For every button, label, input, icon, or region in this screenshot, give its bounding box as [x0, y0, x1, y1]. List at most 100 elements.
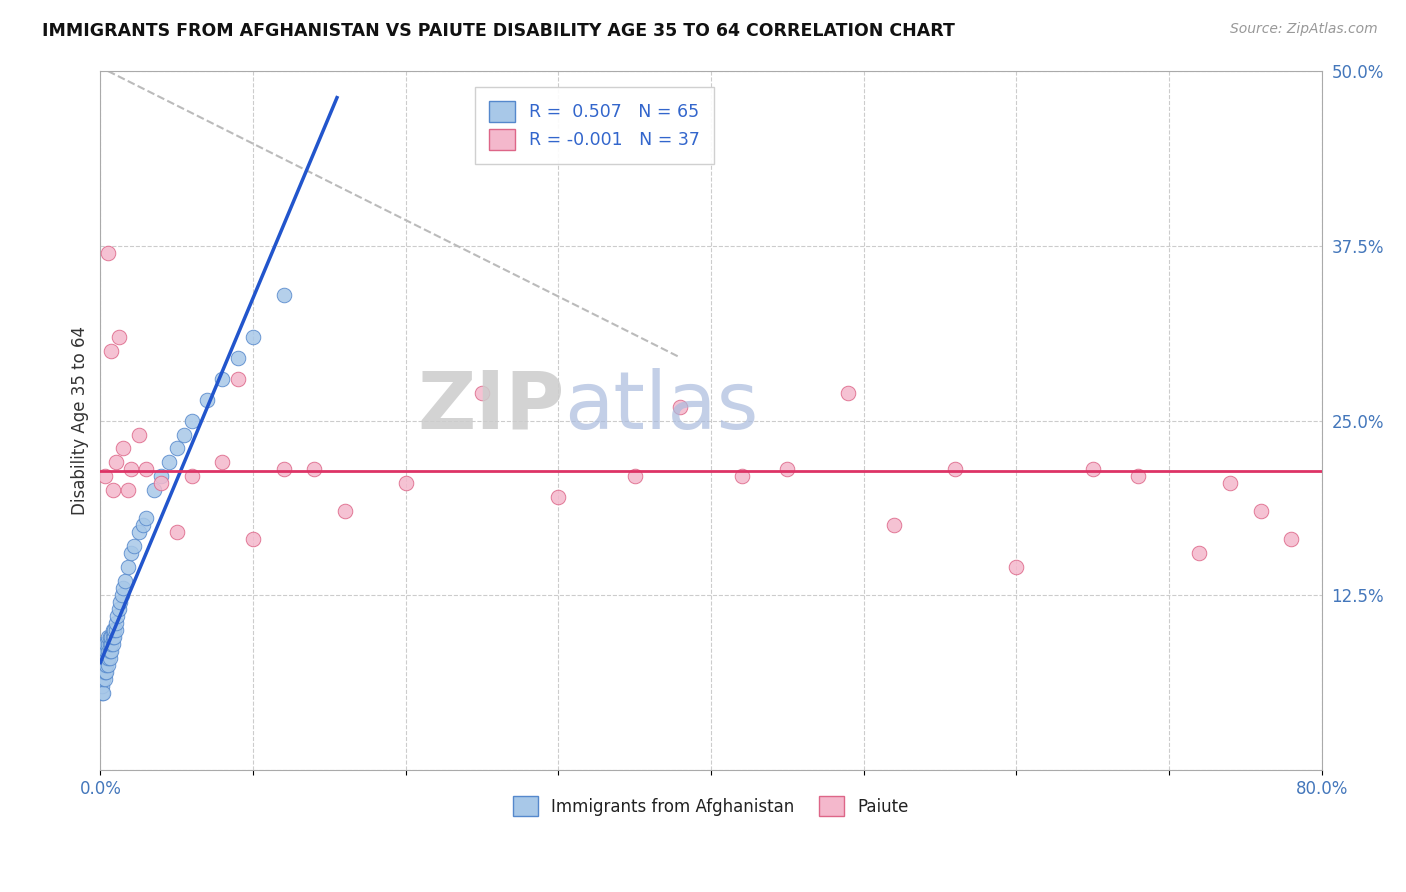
- Point: [1128, 469, 1150, 483]
- Point: [547, 491, 569, 505]
- Point: [114, 574, 136, 589]
- Point: [226, 351, 249, 365]
- Point: [103, 630, 125, 644]
- Point: [120, 546, 142, 560]
- Point: [93, 658, 115, 673]
- Legend: Immigrants from Afghanistan, Paiute: Immigrants from Afghanistan, Paiute: [505, 788, 918, 824]
- Point: [1188, 546, 1211, 560]
- Point: [120, 462, 142, 476]
- Text: IMMIGRANTS FROM AFGHANISTAN VS PAIUTE DISABILITY AGE 35 TO 64 CORRELATION CHART: IMMIGRANTS FROM AFGHANISTAN VS PAIUTE DI…: [42, 22, 955, 40]
- Point: [226, 371, 249, 385]
- Point: [101, 630, 124, 644]
- Point: [101, 624, 124, 638]
- Point: [1219, 476, 1241, 491]
- Point: [135, 511, 157, 525]
- Point: [104, 624, 127, 638]
- Point: [112, 442, 135, 456]
- Point: [93, 665, 115, 680]
- Point: [94, 651, 117, 665]
- Point: [883, 518, 905, 533]
- Point: [101, 483, 124, 498]
- Point: [98, 630, 121, 644]
- Point: [1005, 560, 1028, 574]
- Point: [181, 413, 204, 427]
- Point: [166, 442, 188, 456]
- Point: [730, 469, 752, 483]
- Text: Source: ZipAtlas.com: Source: ZipAtlas.com: [1230, 22, 1378, 37]
- Point: [108, 595, 131, 609]
- Point: [100, 644, 122, 658]
- Point: [94, 469, 117, 483]
- Point: [128, 427, 150, 442]
- Point: [195, 392, 218, 407]
- Point: [93, 672, 115, 686]
- Point: [97, 651, 120, 665]
- Point: [1081, 462, 1104, 476]
- Point: [100, 630, 122, 644]
- Point: [94, 658, 117, 673]
- Point: [1279, 533, 1302, 547]
- Point: [96, 665, 118, 680]
- Point: [181, 469, 204, 483]
- Point: [97, 637, 120, 651]
- Point: [837, 385, 859, 400]
- Point: [117, 560, 139, 574]
- Point: [104, 455, 127, 469]
- Point: [943, 462, 966, 476]
- Point: [93, 644, 115, 658]
- Point: [94, 672, 117, 686]
- Point: [105, 609, 128, 624]
- Point: [93, 651, 115, 665]
- Point: [242, 533, 264, 547]
- Point: [142, 483, 165, 498]
- Point: [157, 455, 180, 469]
- Point: [90, 658, 112, 673]
- Point: [94, 644, 117, 658]
- Point: [395, 476, 418, 491]
- Point: [97, 658, 120, 673]
- Point: [173, 427, 195, 442]
- Point: [98, 651, 121, 665]
- Point: [96, 637, 118, 651]
- Point: [150, 476, 173, 491]
- Point: [776, 462, 799, 476]
- Y-axis label: Disability Age 35 to 64: Disability Age 35 to 64: [72, 326, 89, 515]
- Point: [100, 637, 122, 651]
- Point: [98, 644, 121, 658]
- Point: [90, 679, 112, 693]
- Point: [128, 525, 150, 540]
- Point: [97, 630, 120, 644]
- Point: [135, 462, 157, 476]
- Point: [97, 644, 120, 658]
- Point: [623, 469, 645, 483]
- Point: [112, 581, 135, 595]
- Point: [471, 385, 494, 400]
- Point: [273, 287, 295, 301]
- Point: [93, 686, 115, 700]
- Point: [98, 637, 121, 651]
- Point: [97, 245, 120, 260]
- Point: [166, 525, 188, 540]
- Point: [242, 329, 264, 343]
- Point: [104, 616, 127, 631]
- Point: [273, 462, 295, 476]
- Point: [96, 651, 118, 665]
- Text: ZIP: ZIP: [418, 368, 564, 445]
- Point: [150, 469, 173, 483]
- Point: [103, 624, 125, 638]
- Point: [302, 462, 325, 476]
- Point: [333, 504, 356, 518]
- Point: [1250, 504, 1272, 518]
- Point: [132, 518, 155, 533]
- Point: [107, 602, 129, 616]
- Point: [122, 539, 145, 553]
- Point: [90, 665, 112, 680]
- Point: [90, 686, 112, 700]
- Text: atlas: atlas: [564, 368, 759, 445]
- Point: [96, 644, 118, 658]
- Point: [90, 651, 112, 665]
- Point: [111, 588, 134, 602]
- Point: [96, 658, 118, 673]
- Point: [94, 665, 117, 680]
- Point: [117, 483, 139, 498]
